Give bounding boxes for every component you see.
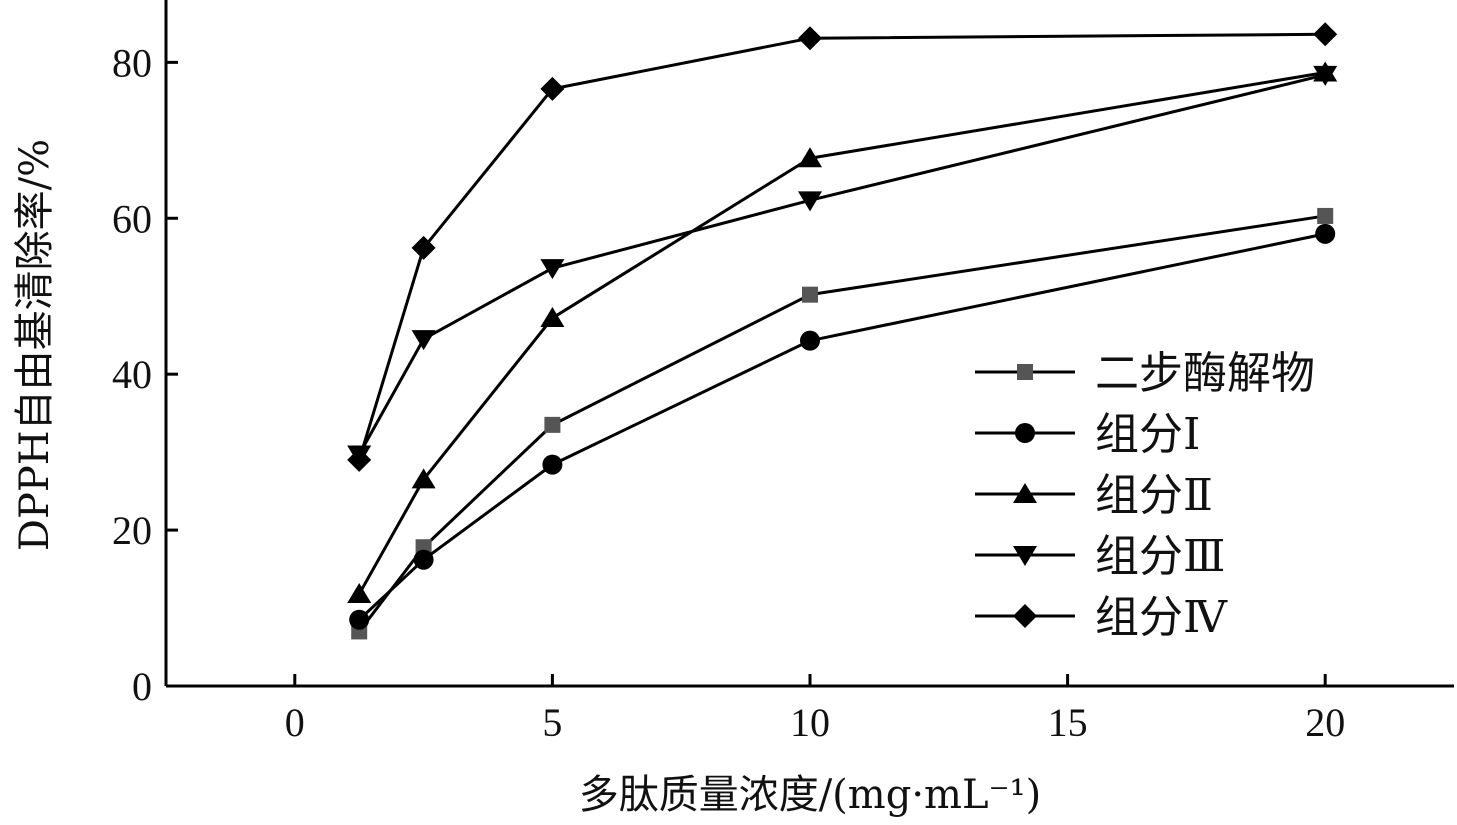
data-point [798,147,822,168]
data-point [800,330,820,351]
data-point [540,307,565,328]
data-point [411,468,436,489]
data-point [1313,22,1338,47]
series-组分Ⅱ [347,61,1338,604]
series-组分Ⅰ [349,223,1336,630]
data-point [1313,65,1338,86]
legend-marker [1015,423,1035,443]
legend-entry: 组分Ⅳ [975,592,1228,643]
data-point [542,454,563,475]
plot-area [347,22,1338,640]
legend-label: 组分Ⅰ [1095,409,1200,460]
data-point [411,330,436,351]
data-point [411,235,436,260]
data-point [347,583,372,604]
legend-entry: 组分Ⅱ [975,470,1213,521]
data-point [798,191,822,212]
series-组分Ⅲ [347,65,1338,466]
y-axis-ticks: 0 20 40 60 80 [112,40,178,709]
data-point [347,447,372,472]
legend-label: 组分Ⅲ [1095,531,1225,582]
legend-marker [1013,483,1037,503]
y-tick-label: 80 [112,40,152,85]
y-tick-label: 20 [112,508,152,553]
x-tick-label: 5 [542,700,562,745]
data-point [544,416,561,433]
data-point [540,259,565,280]
y-tick-label: 60 [112,196,152,241]
legend-label: 二步酶解物 [1095,348,1315,399]
data-point [802,286,818,303]
x-tick-label: 15 [1048,700,1088,745]
legend-label: 组分Ⅱ [1095,470,1213,521]
x-tick-label: 10 [790,700,830,745]
data-point [540,76,565,101]
x-tick-label: 0 [285,700,305,745]
y-axis-title: DPPH自由基清除率/% [12,139,58,551]
data-point [413,549,434,570]
data-point [798,26,822,51]
x-tick-label: 20 [1305,700,1345,745]
legend-entry: 组分Ⅲ [975,531,1225,582]
x-axis-title: 多肽质量浓度/(mg·mL⁻¹) [579,772,1042,818]
series-组分Ⅳ [347,22,1338,472]
legend-label: 组分Ⅳ [1095,592,1228,643]
x-axis-ticks: 0 5 10 15 20 [285,674,1345,745]
axes: 0 5 10 15 20 0 20 40 60 80 [112,0,1454,745]
legend-marker [1013,604,1037,628]
legend-marker [1013,546,1037,566]
data-point [1317,207,1334,224]
legend-entry: 组分Ⅰ [975,409,1200,460]
data-point [349,609,370,630]
series-二步酶解物 [351,207,1334,640]
legend-marker [1017,364,1033,380]
legend-entry: 二步酶解物 [975,348,1315,399]
y-tick-label: 40 [112,352,152,397]
y-tick-label: 0 [132,664,152,709]
data-point [1315,223,1336,244]
